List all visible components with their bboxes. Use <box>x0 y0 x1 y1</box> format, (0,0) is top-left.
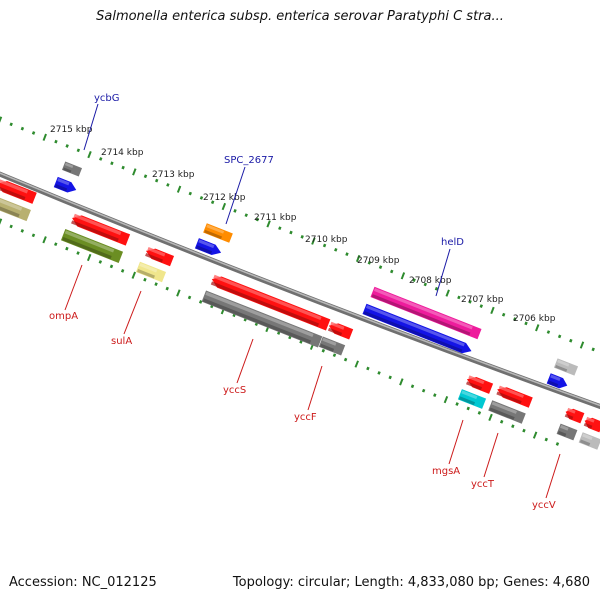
gene-sulA-yellow <box>135 261 167 283</box>
gene-label-text: mgsA <box>432 466 460 477</box>
gene-yccT-grey <box>488 400 526 424</box>
gene-red-left-edge <box>0 179 37 204</box>
gene-red-2705-inner <box>564 407 585 424</box>
gene-label-SPC-2677: SPC_2677 <box>224 155 274 225</box>
gene-label-ompA: ompA <box>49 264 83 322</box>
tick-label: 2707 kbp <box>461 295 504 305</box>
tick-label: 2713 kbp <box>152 170 195 180</box>
gene-SPC-2677 <box>203 223 233 243</box>
gene-mgsA-cyan <box>457 389 487 409</box>
gene-label-text: yccT <box>471 479 495 490</box>
gene-label-text: yccF <box>294 412 317 423</box>
gene-label-text: sulA <box>111 336 132 347</box>
topology-label: Topology: circular; Length: 4,833,080 bp… <box>232 575 590 590</box>
gene-label-helD: helD <box>435 237 464 297</box>
gene-grey-2705-inner <box>556 423 578 441</box>
tick-label: 2709 kbp <box>357 256 400 266</box>
genome-backbone-highlight <box>0 172 600 407</box>
gene-label-ycbG: ycbG <box>83 93 120 151</box>
genome-backbone <box>0 171 600 410</box>
gene-label-yccT: yccT <box>471 432 499 490</box>
gene-yccS-red <box>210 274 331 331</box>
tick-label: 2712 kbp <box>203 193 246 203</box>
outer-dotted-scale <box>0 116 595 352</box>
tick-label: 2706 kbp <box>513 314 556 324</box>
gene-label-text: yccS <box>223 385 246 396</box>
gene-yccF-grey <box>318 336 346 356</box>
gene-label-text: helD <box>441 237 464 248</box>
gene-ompA-olive <box>60 229 124 263</box>
tick-label: 2714 kbp <box>101 148 144 158</box>
gene-blue-2705 <box>546 373 568 389</box>
tick-label: 2710 kbp <box>305 235 348 245</box>
gene-label-text: SPC_2677 <box>224 155 274 166</box>
gene-helD-magenta <box>370 286 482 340</box>
gene-yccF-red <box>327 321 354 340</box>
gene-ycbG-blue <box>53 176 77 193</box>
accession-label: Accession: NC_012125 <box>9 575 157 590</box>
tick-label: 2708 kbp <box>409 276 452 286</box>
gene-khaki-left-edge <box>0 196 31 222</box>
gene-yccT-red <box>496 385 533 408</box>
gene-features <box>0 161 600 450</box>
gene-labels: ycbG SPC_2677 helD ompA sulA yccS yccF mgsA yccT… <box>49 93 561 511</box>
gene-label-text: ompA <box>49 311 78 322</box>
gene-label-text: ycbG <box>94 93 120 104</box>
gene-label-yccS: yccS <box>223 338 254 396</box>
gene-mgsA-red <box>466 375 494 394</box>
map-title: Salmonella enterica subsp. enterica sero… <box>96 9 504 24</box>
gene-helD-blue <box>362 303 472 354</box>
gene-red-right-edge <box>583 416 600 433</box>
gene-grey-2705 <box>553 358 579 376</box>
gene-label-mgsA: mgsA <box>432 419 464 477</box>
gene-blue-2712 <box>194 238 222 255</box>
gene-label-text: yccV <box>532 500 556 511</box>
gene-label-yccF: yccF <box>294 365 323 423</box>
scale-tick-labels: 2715 kbp 2714 kbp 2713 kbp 2712 kbp 2711 kbp… <box>50 125 556 324</box>
gene-ycbG-outer-grey <box>61 161 83 177</box>
gene-label-sulA: sulA <box>111 290 142 347</box>
gene-yccS-grey <box>201 290 323 348</box>
gene-sulA-red <box>145 247 175 267</box>
tick-label: 2711 kbp <box>254 213 297 223</box>
tick-label: 2715 kbp <box>50 125 93 135</box>
gene-ompA-red <box>71 213 131 246</box>
gene-label-yccV: yccV <box>532 453 561 511</box>
gene-lightgrey-right-edge <box>578 432 600 450</box>
